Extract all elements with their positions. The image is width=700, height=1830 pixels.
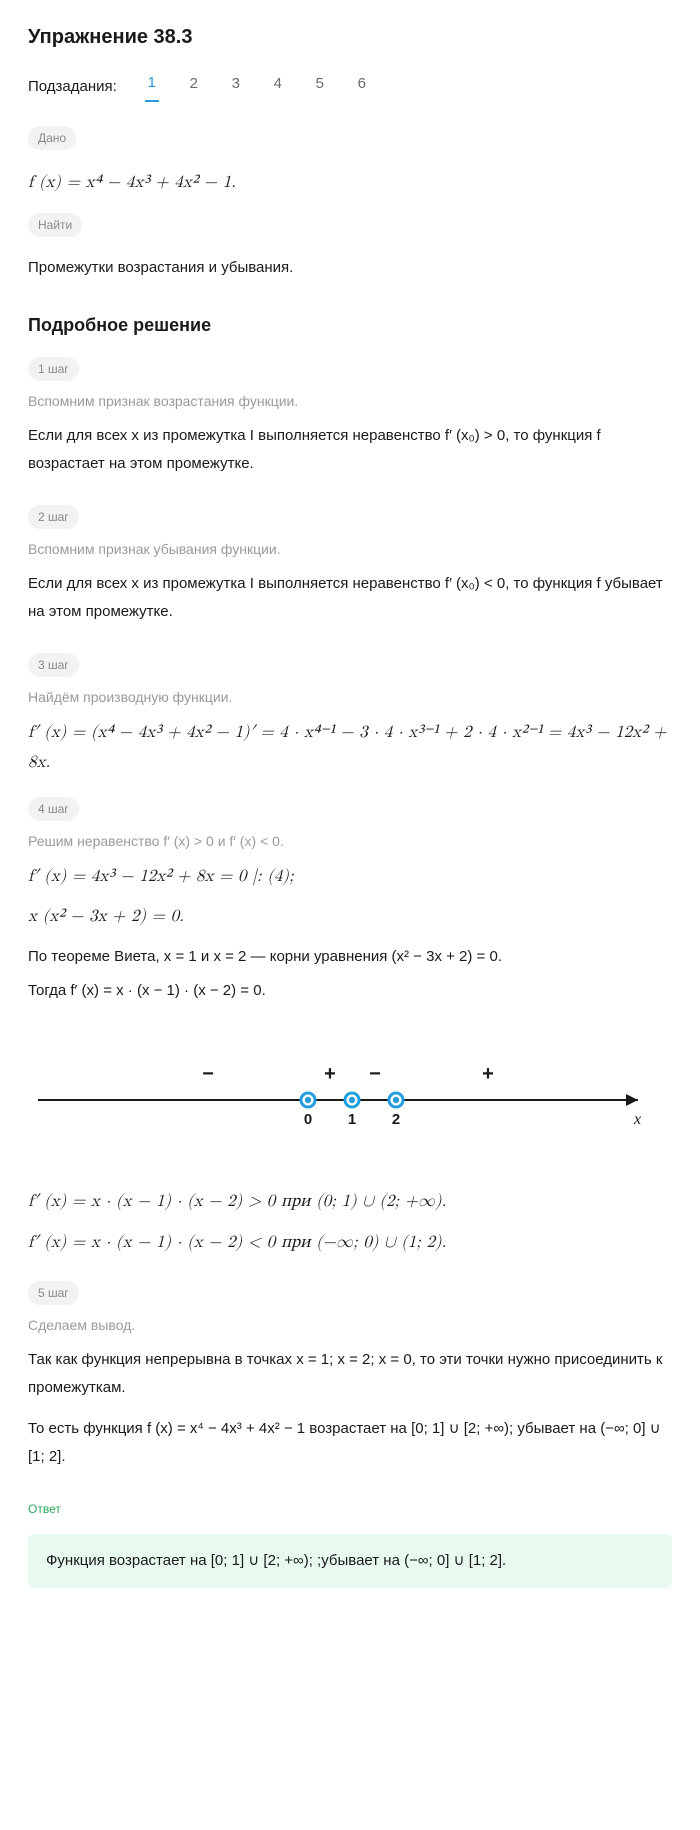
answer-badge: Ответ [28,1500,61,1518]
subtasks-bar: Подзадания: 1 2 3 4 5 6 [28,72,672,102]
step-badge: 4 шаг [28,797,79,821]
sign-plus-icon: + [324,1063,336,1085]
step-hint: Вспомним признак возрастания функции. [28,391,672,412]
step-math-line: f′ (x) = 4x³ − 12x² + 8x = 0 |: (4); [28,862,672,893]
step-hint: Вспомним признак убывания функции. [28,539,672,560]
number-line-diagram: x − + − + 0 1 2 [28,1030,668,1150]
exercise-title: Упражнение 38.3 [28,22,672,52]
axis-label-x: x [633,1111,641,1128]
step-body: Если для всех x из промежутка I выполняе… [28,570,672,627]
step-hint: Решим неравенство f′ (x) > 0 и f′ (x) < … [28,831,672,852]
number-line-point: 2 [389,1093,403,1128]
find-badge: Найти [28,213,82,237]
svg-text:1: 1 [348,1111,356,1128]
step-body: Тогда f′ (x) = x · (x − 1) · (x − 2) = 0… [28,977,672,1006]
answer-box: Функция возрастает на [0; 1] ∪ [2; +∞); … [28,1534,672,1589]
number-line-point: 0 [301,1093,315,1128]
tab-4[interactable]: 4 [271,73,285,101]
step-body: По теореме Виета, x = 1 и x = 2 — корни … [28,943,672,972]
step-math-line: x (x² − 3x + 2) = 0. [28,902,672,933]
svg-text:2: 2 [392,1111,400,1128]
step-hint: Найдём производную функции. [28,687,672,708]
step-badge: 3 шаг [28,653,79,677]
svg-text:0: 0 [304,1111,312,1128]
given-badge: Дано [28,126,76,150]
sign-minus-icon: − [202,1063,214,1085]
step-body: Если для всех x из промежутка I выполняе… [28,422,672,479]
solution-title: Подробное решение [28,312,672,339]
sign-minus-icon: − [369,1063,381,1085]
step-hint: Сделаем вывод. [28,1315,672,1336]
step-badge: 1 шаг [28,357,79,381]
step-badge: 5 шаг [28,1281,79,1305]
arrow-head-icon [626,1094,638,1106]
step-math-line: f′ (x) = x · (x − 1) · (x − 2) > 0 при (… [28,1187,672,1218]
tab-5[interactable]: 5 [313,73,327,101]
step-math-line: f′ (x) = x · (x − 1) · (x − 2) < 0 при (… [28,1228,672,1259]
find-text: Промежутки возрастания и убывания. [28,257,672,280]
step-body: То есть функция f (x) = x⁴ − 4x³ + 4x² −… [28,1415,672,1472]
step-body: Так как функция непрерывна в точках x = … [28,1346,672,1403]
step-badge: 2 шаг [28,505,79,529]
given-formula: f (x) = x⁴ − 4x³ + 4x² − 1. [28,170,672,196]
tab-6[interactable]: 6 [355,73,369,101]
tab-1[interactable]: 1 [145,72,159,102]
sign-plus-icon: + [482,1063,494,1085]
step-math: f′ (x) = (x⁴ − 4x³ + 4x² − 1)′ = 4 · x⁴⁻… [28,718,672,779]
subtasks-label: Подзадания: [28,76,117,99]
tab-2[interactable]: 2 [187,73,201,101]
tab-3[interactable]: 3 [229,73,243,101]
number-line-point: 1 [345,1093,359,1128]
